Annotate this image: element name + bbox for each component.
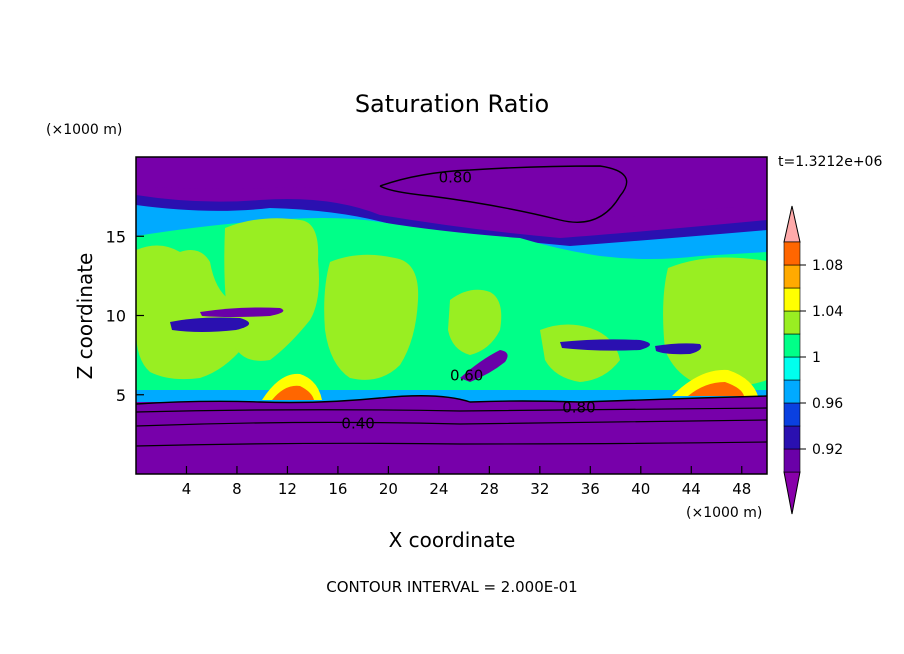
x-tick-label: 20 [379,480,398,498]
contour-label: 0.60 [450,367,483,385]
dark-streak-right [560,339,650,351]
colorbar-label: 1.08 [812,258,843,274]
green-patch-right-center [448,289,502,355]
x-tick-label: 4 [182,480,192,498]
x-tick-label: 48 [732,480,751,498]
colorbar-swatch [783,448,801,473]
colorbar-swatch [783,287,801,312]
x-tick-label: 28 [480,480,499,498]
timestamp-label: t=1.3212e+06 [778,154,882,170]
y-axis-ticks: 5 10 15 [106,227,144,405]
y-tick-label: 15 [106,227,126,246]
colorbar-swatch [783,356,801,381]
colorbar-swatch [783,379,801,404]
x-unit-label: (×1000 m) [686,505,762,521]
colorbar-label: 0.96 [812,396,843,412]
contour-interval-note: CONTOUR INTERVAL = 2.000E-01 [326,578,577,596]
upper-dry-cap [136,157,767,219]
colorbar-over-arrow [783,205,801,243]
colorbar-label: 1.04 [812,304,843,320]
contour-line-mid [136,407,767,413]
colorbar-under-arrow [783,471,801,515]
y-tick-label: 10 [106,307,126,326]
x-tick-label: 16 [328,480,347,498]
contour-field [136,157,767,474]
x-tick-label: 32 [530,480,549,498]
x-tick-label: 24 [429,480,448,498]
colorbar-swatch [783,333,801,358]
colorbar-label: 1 [812,350,821,366]
y-unit-label: (×1000 m) [46,122,122,138]
x-tick-label: 40 [631,480,650,498]
warm-bump-left-inner [272,385,314,400]
colorbar-swatch [783,264,801,289]
x-axis-label: X coordinate [389,528,516,552]
colorbar-swatch [783,425,801,450]
dark-streak-upper [200,307,284,317]
x-tick-label: 8 [232,480,242,498]
colorbar-swatch [783,241,801,266]
chart-title: Saturation Ratio [355,90,549,118]
colorbar-label: 0.92 [812,442,843,458]
dark-streak-far-right [655,343,702,355]
contour-label: 0.80 [562,398,595,416]
contour-line-040 [136,419,767,427]
x-tick-label: 12 [278,480,297,498]
green-patch-center [324,254,419,380]
contour-label: 0.40 [341,414,374,432]
colorbar-swatch [783,310,801,335]
contour-line-080-lower [136,395,767,405]
dark-streak-left [170,317,250,332]
green-patch-mid [540,324,620,382]
lower-dry-layer [136,395,767,474]
colorbar-swatch [783,402,801,427]
x-tick-label: 44 [682,480,701,498]
y-axis-label: Z coordinate [73,253,97,380]
x-axis-ticks: 4 8 12 16 20 24 28 32 36 40 44 48 [182,466,751,498]
contour-line-020 [136,441,767,447]
y-tick-label: 5 [116,386,126,405]
warm-bump-right-inner [688,382,744,396]
x-tick-label: 36 [581,480,600,498]
contour-labels: 0.80 0.80 0.40 0.60 [341,169,595,433]
contour-label: 0.80 [439,169,472,187]
colorbar: 0.92 0.96 1 1.04 1.08 [783,205,843,515]
green-patch-left [136,245,246,380]
contour-line-080-upper [379,165,628,223]
dark-streak-center [460,350,508,382]
green-patch-right [663,257,767,387]
